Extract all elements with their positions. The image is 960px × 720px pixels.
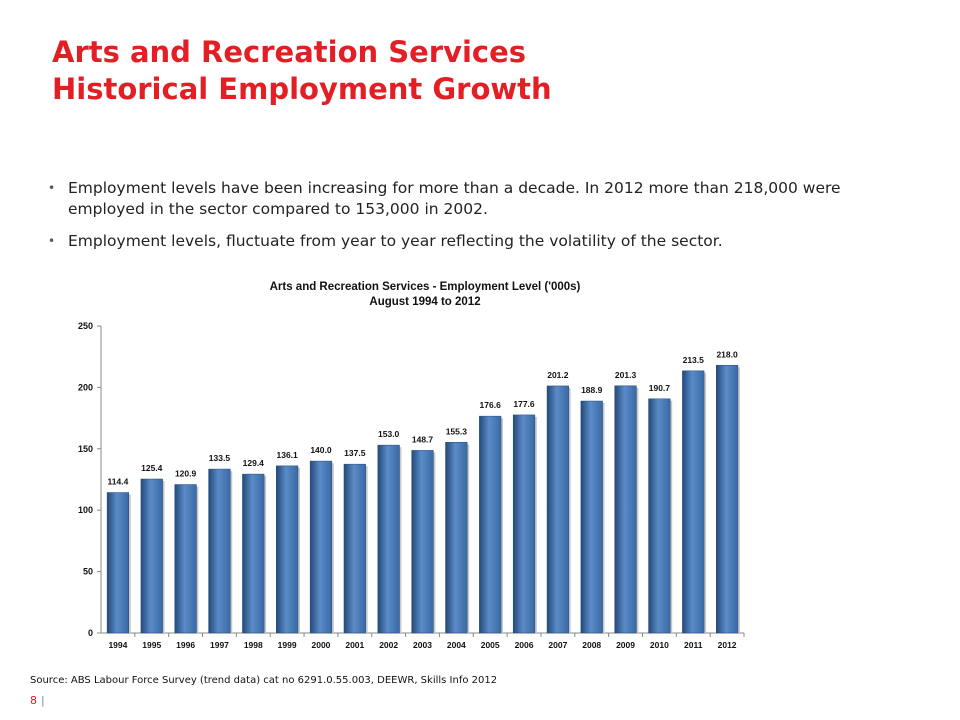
bullet-item: Employment levels, fluctuate from year t…	[48, 231, 908, 252]
x-tick-label: 1998	[244, 640, 263, 650]
data-label-2000: 140.0	[310, 445, 332, 455]
bar-1995	[140, 478, 163, 634]
title-line-1: Arts and Recreation Services	[52, 35, 527, 69]
chart-title: Arts and Recreation Services - Employmen…	[270, 281, 581, 293]
page-separator: |	[41, 694, 45, 707]
x-tick-label: 2002	[379, 640, 398, 650]
bullet-item: Employment levels have been increasing f…	[48, 178, 908, 220]
bar-1996	[174, 484, 197, 634]
data-label-2007: 201.2	[547, 370, 569, 380]
x-tick-label: 2007	[548, 640, 567, 650]
data-label-2005: 176.6	[480, 400, 502, 410]
bar-1998	[242, 473, 265, 634]
x-tick-label: 1994	[108, 640, 127, 650]
bar-2009	[614, 385, 637, 634]
bar-2012	[715, 365, 739, 634]
y-tick-label: 50	[83, 567, 93, 577]
y-tick-label: 0	[88, 628, 93, 638]
y-axis: 0 50 100 150 200 250	[78, 321, 102, 638]
data-label-2011: 213.5	[683, 355, 705, 365]
bar-2008	[580, 400, 603, 634]
y-tick-label: 150	[78, 444, 93, 454]
bar-2010	[648, 398, 671, 634]
x-tick-label: 2006	[515, 640, 534, 650]
x-tick-label: 1996	[176, 640, 195, 650]
bar-2000	[309, 460, 333, 634]
bar-2001	[343, 463, 366, 634]
x-tick-label: 2009	[616, 640, 635, 650]
x-tick-label: 2004	[447, 640, 466, 650]
bar-1997	[208, 468, 231, 634]
bar-1994	[106, 492, 130, 634]
x-tick-label: 2012	[718, 640, 737, 650]
x-tick-label: 2005	[481, 640, 500, 650]
bar-2002	[377, 444, 400, 634]
data-label-2010: 190.7	[649, 383, 671, 393]
page-number: 8 |	[30, 694, 45, 707]
data-label-2002: 153.0	[378, 429, 400, 439]
data-label-1999: 136.1	[276, 450, 298, 460]
data-label-1994: 114.4	[108, 477, 129, 487]
title-line-2: Historical Employment Growth	[52, 72, 552, 106]
data-label-2004: 155.3	[446, 426, 468, 436]
data-label-2001: 137.5	[344, 448, 366, 458]
y-tick-label: 100	[78, 505, 93, 515]
x-tick-label: 2000	[312, 640, 331, 650]
x-tick-label: 1995	[142, 640, 161, 650]
chart-subtitle: August 1994 to 2012	[369, 296, 480, 308]
bar-2004	[445, 442, 468, 634]
bar-2006	[512, 414, 536, 634]
data-label-1996: 120.9	[175, 469, 197, 479]
x-tick-label: 2008	[582, 640, 601, 650]
x-axis: 1994 1995 1996 1997 1998 1999 2000 2001 2002 2003…	[101, 632, 745, 650]
bar-2003	[411, 450, 434, 634]
bar-2007	[546, 385, 569, 634]
page-title: Arts and Recreation Services Historical …	[52, 34, 552, 108]
employment-bar-chart: Arts and Recreation Services - Employmen…	[78, 281, 745, 650]
page-number-value: 8	[30, 694, 37, 707]
y-tick-label: 250	[78, 321, 93, 331]
data-label-1995: 125.4	[141, 463, 163, 473]
x-tick-label: 2001	[345, 640, 364, 650]
y-tick-label: 200	[78, 382, 93, 392]
bar-2011	[682, 370, 705, 634]
x-tick-label: 1997	[210, 640, 229, 650]
data-label-2006: 177.6	[513, 399, 535, 409]
bullet-list: Employment levels have been increasing f…	[48, 178, 908, 263]
x-tick-label: 2003	[413, 640, 432, 650]
x-tick-label: 2011	[684, 640, 703, 650]
data-label-2009: 201.3	[615, 370, 637, 380]
data-label-2012: 218.0	[716, 349, 738, 359]
x-tick-label: 2010	[650, 640, 669, 650]
data-labels: 114.4 125.4 120.9 133.5 129.4 136.1 140.0 137.5…	[108, 349, 738, 486]
bar-2005	[479, 415, 502, 634]
bar-1999	[276, 465, 299, 634]
data-label-1997: 133.5	[209, 453, 231, 463]
bar-series	[106, 365, 740, 634]
x-tick-label: 1999	[278, 640, 297, 650]
data-label-2008: 188.9	[581, 385, 603, 395]
data-label-2003: 148.7	[412, 434, 434, 444]
source-note: Source: ABS Labour Force Survey (trend d…	[30, 675, 498, 686]
data-label-1998: 129.4	[243, 458, 265, 468]
